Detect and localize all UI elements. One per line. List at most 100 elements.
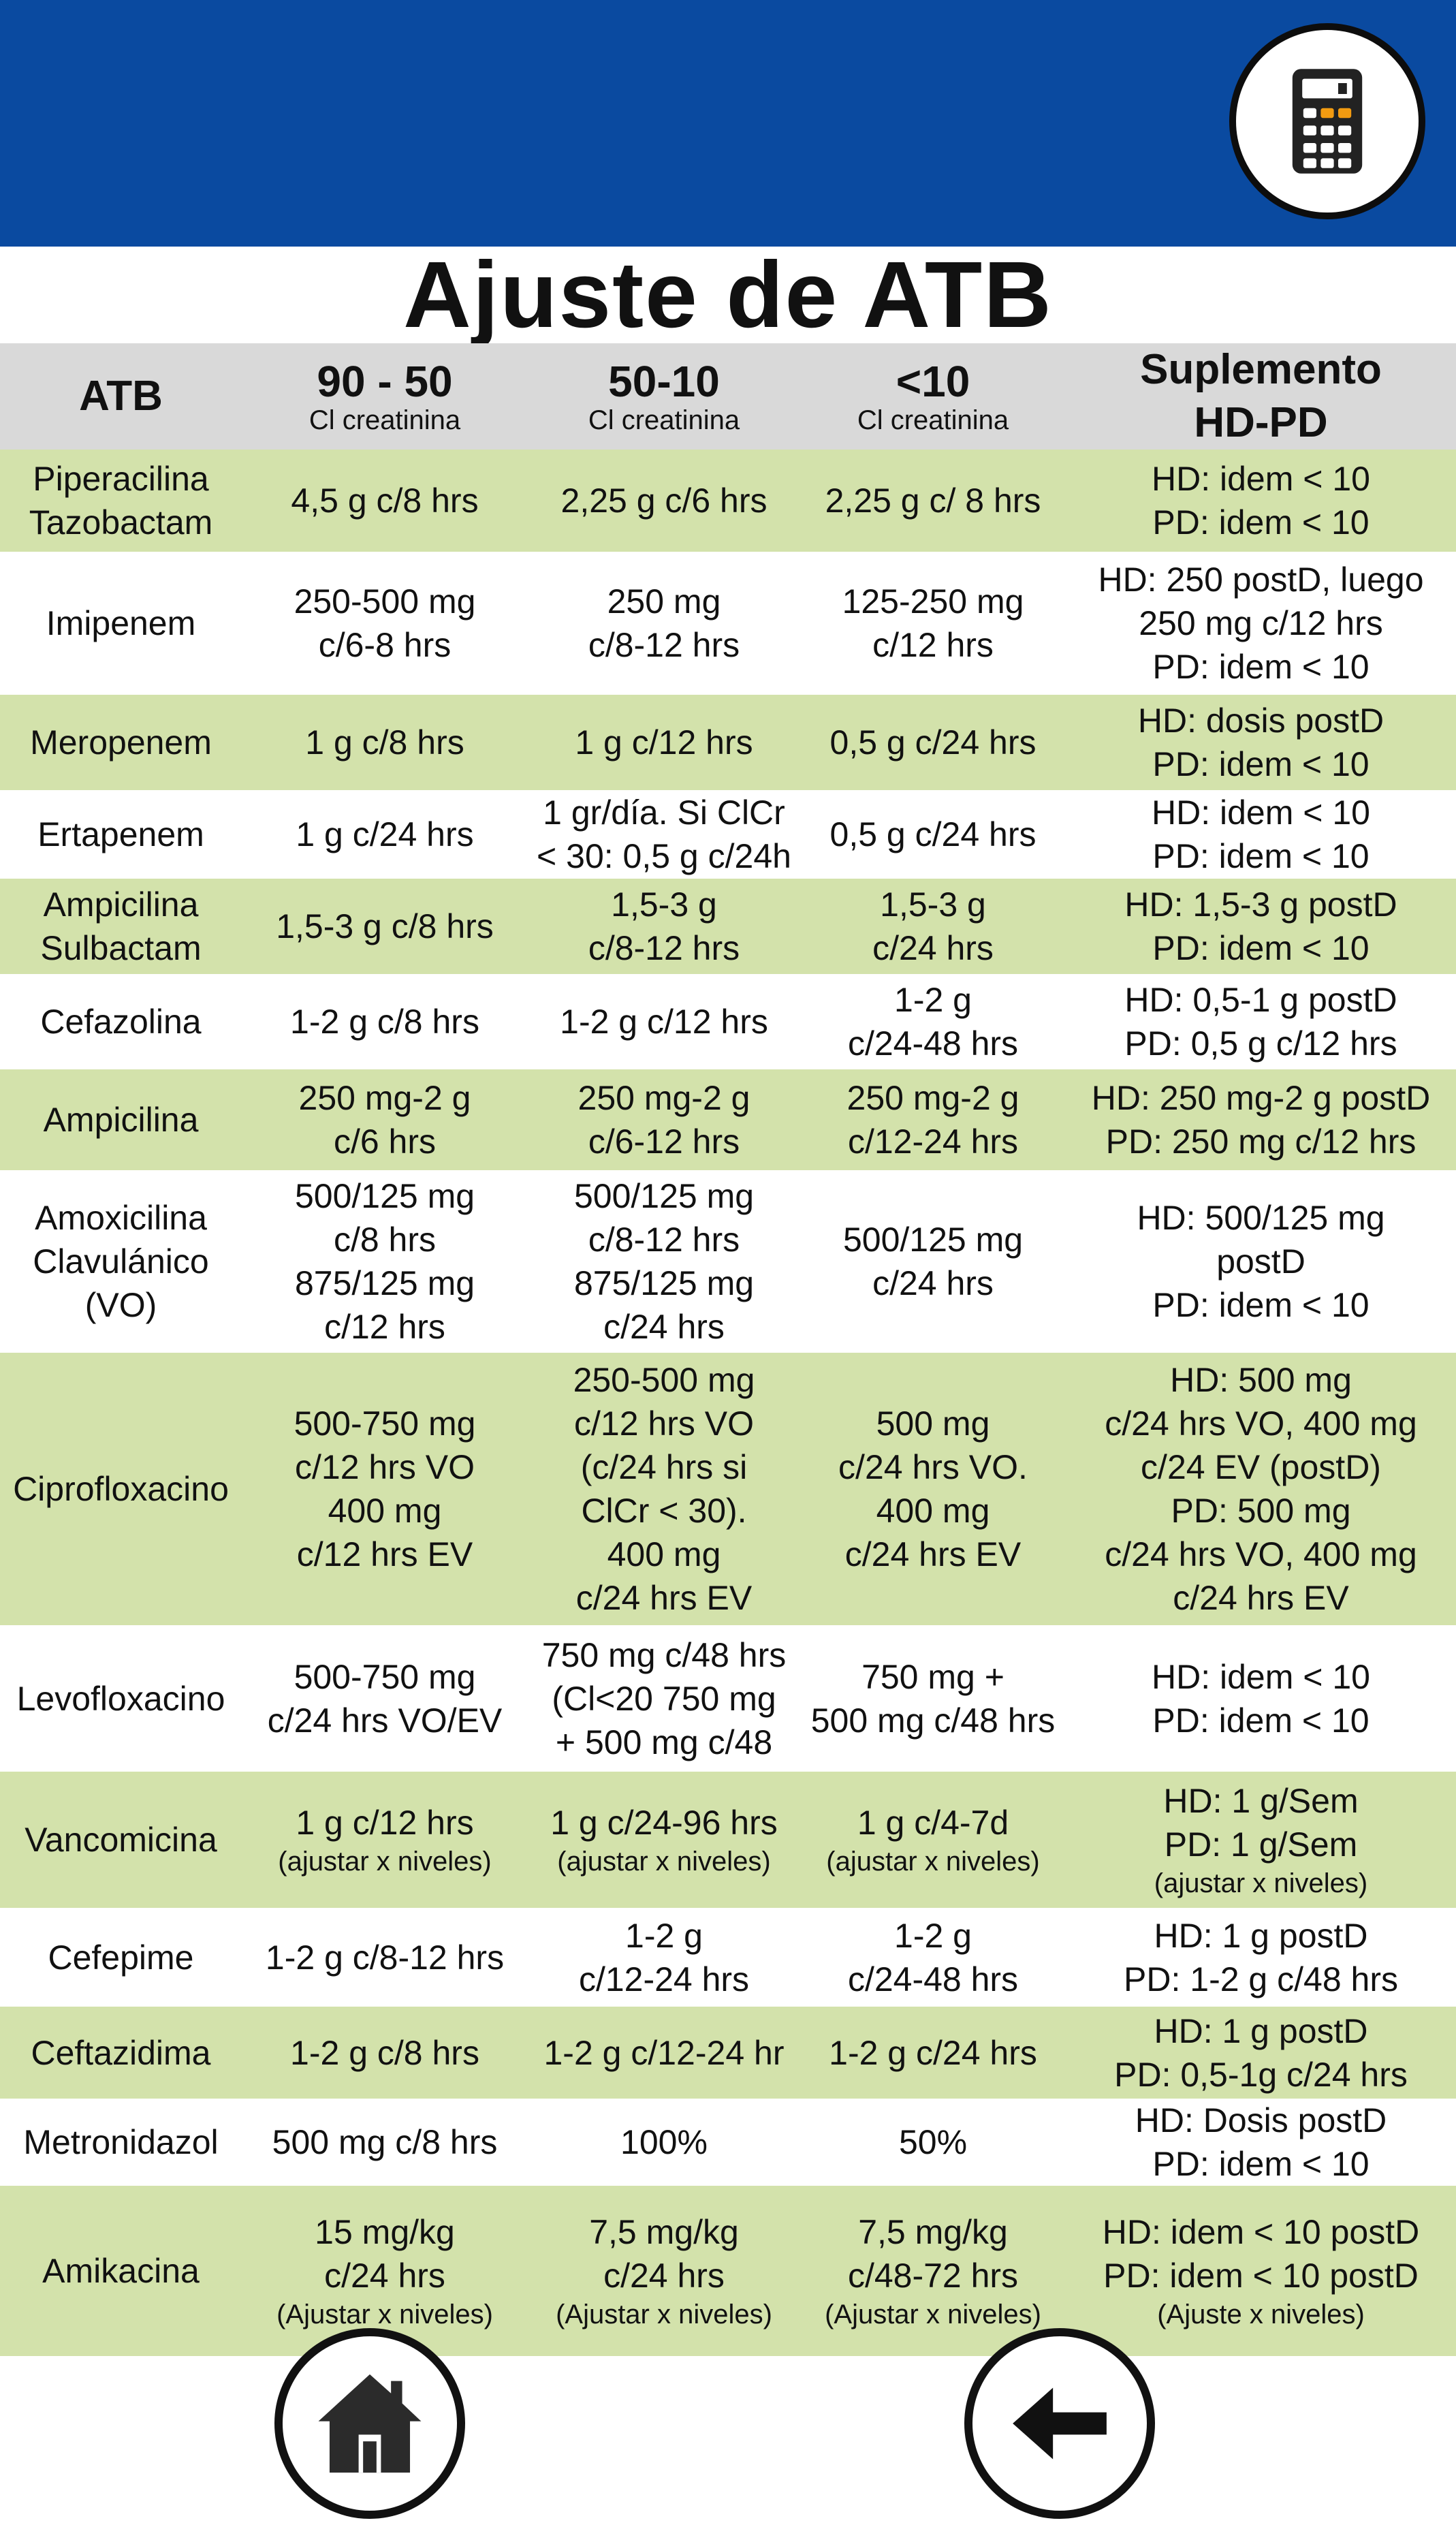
cell-line: c/12 hrs (872, 626, 994, 664)
dose-cell-90-50: 4,5 g c/8 hrs (242, 450, 528, 552)
dose-cell-90-50: 500/125 mg c/8 hrs 875/125 mg c/12 hrs (242, 1170, 528, 1353)
cell-line: 1 g c/4-7d (857, 1804, 1009, 1842)
cell-line: PD: idem < 10 (1152, 745, 1370, 783)
back-button[interactable] (964, 2328, 1155, 2519)
cell-line: c/12-24 hrs (847, 1123, 1019, 1161)
cell-line: (VO) (84, 1286, 157, 1324)
supplement-cell: HD: 1 g postD PD: 1-2 g c/48 hrs (1066, 1908, 1456, 2007)
drug-name-cell: Metronidazol (0, 2099, 242, 2186)
cell-line: 1 g c/24-96 hrs (550, 1804, 778, 1842)
header-sub: Cl creatinina (857, 405, 1009, 435)
supplement-cell: HD: 500/125 mg postD PD: idem < 10 (1066, 1170, 1456, 1353)
cell-line: c/8 hrs (333, 1221, 437, 1259)
cell-line: PD: idem < 10 (1152, 1286, 1370, 1324)
supplement-cell: HD: 1 g postD PD: 0,5-1g c/24 hrs (1066, 2007, 1456, 2099)
cell-line: Levofloxacino (16, 1679, 225, 1718)
cell-line: HD: 1 g postD (1154, 2011, 1368, 2050)
cell-line: < 30: 0,5 g c/24h (537, 837, 791, 875)
cell-line: Metronidazol (23, 2123, 219, 2161)
cell-line: + 500 mg c/48 (555, 1723, 773, 1761)
cell-line: Amoxicilina (35, 1199, 207, 1237)
dose-cell-lt-10: 1-2 g c/24-48 hrs (800, 1908, 1066, 2007)
cell-line: HD: Dosis postD (1135, 2101, 1387, 2139)
cell-line: HD: idem < 10 (1152, 460, 1370, 498)
cell-line: HD: idem < 10 (1152, 794, 1370, 832)
home-button[interactable] (274, 2328, 465, 2519)
cell-note: (Ajustar x niveles) (825, 2300, 1041, 2329)
cell-line: 250 mg-2 g (298, 1079, 471, 1117)
cell-line: c/24 hrs VO, 400 mg (1105, 1405, 1417, 1443)
cell-line: 250-500 mg (294, 582, 476, 621)
cell-line: 400 mg (607, 1535, 721, 1573)
cell-line: HD: 250 postD, luego (1098, 561, 1424, 599)
cell-line: 2,25 g c/ 8 hrs (825, 482, 1041, 520)
dose-cell-90-50: 1,5-3 g c/8 hrs (242, 879, 528, 974)
dose-cell-90-50: 15 mg/kg c/24 hrs (Ajustar x niveles) (242, 2186, 528, 2356)
supplement-cell: HD: idem < 10 PD: idem < 10 (1066, 790, 1456, 879)
cell-line: c/12 hrs VO (574, 1405, 754, 1443)
cell-line: 1-2 g (625, 1916, 703, 1955)
dose-cell-lt-10: 1 g c/4-7d (ajustar x niveles) (800, 1772, 1066, 1908)
cell-line: c/24 hrs (603, 1308, 725, 1346)
cell-line: c/6 hrs (333, 1123, 437, 1161)
cell-line: 750 mg c/48 hrs (541, 1635, 787, 1674)
cell-line: Ciprofloxacino (13, 1470, 229, 1508)
cell-line: c/8-12 hrs (588, 929, 740, 967)
supplement-cell: HD: 500 mg c/24 hrs VO, 400 mg c/24 EV (po… (1066, 1353, 1456, 1625)
calculator-button[interactable] (1229, 23, 1425, 219)
dose-cell-90-50: 500 mg c/8 hrs (242, 2099, 528, 2186)
supplement-cell: HD: 1 g/Sem PD: 1 g/Sem (ajustar x niveles… (1066, 1772, 1456, 1908)
cell-line: 1 g c/12 hrs (296, 1804, 474, 1842)
table-body: Piperacilina Tazobactam 4,5 g c/8 hrs 2,25 … (0, 450, 1456, 2356)
header-atb: ATB (79, 373, 163, 420)
cell-line: c/48-72 hrs (847, 2257, 1019, 2295)
dose-cell-lt-10: 250 mg-2 g c/12-24 hrs (800, 1069, 1066, 1170)
cell-line: 500 mg c/8 hrs (272, 2123, 498, 2161)
table-row: Metronidazol 500 mg c/8 hrs 100% 50% HD: Dos… (0, 2099, 1456, 2186)
dose-cell-50-10: 1 g c/12 hrs (528, 695, 800, 790)
table-row: Meropenem 1 g c/8 hrs 1 g c/12 hrs 0,5 g c/… (0, 695, 1456, 790)
cell-line: Sulbactam (40, 929, 202, 967)
dose-cell-90-50: 500-750 mg c/12 hrs VO 400 mg c/12 hrs EV (242, 1353, 528, 1625)
dose-cell-lt-10: 1-2 g c/24-48 hrs (800, 974, 1066, 1069)
cell-note: (Ajuste x niveles) (1157, 2300, 1365, 2329)
cell-line: 250 mg-2 g (846, 1079, 1019, 1117)
cell-line: 500/125 mg (573, 1177, 755, 1215)
supplement-cell: HD: 250 postD, luego 250 mg c/12 hrs PD: i… (1066, 552, 1456, 695)
dose-cell-90-50: 500-750 mg c/24 hrs VO/EV (242, 1625, 528, 1772)
cell-line: c/24 hrs VO, 400 mg (1105, 1535, 1417, 1573)
cell-line: 1 g c/12 hrs (575, 723, 753, 762)
cell-line: PD: idem < 10 postD (1103, 2257, 1419, 2295)
dose-cell-50-10: 7,5 mg/kg c/24 hrs (Ajustar x niveles) (528, 2186, 800, 2356)
dose-cell-90-50: 1 g c/12 hrs (ajustar x niveles) (242, 1772, 528, 1908)
header-bar (0, 0, 1456, 247)
header-col-90-50: 90 - 50 Cl creatinina (242, 343, 528, 450)
cell-line: c/12 hrs (324, 1308, 445, 1346)
cell-line: c/6-8 hrs (318, 626, 452, 664)
cell-line: 15 mg/kg (315, 2213, 455, 2251)
cell-line: HD: dosis postD (1137, 702, 1384, 740)
cell-line: 1,5-3 g (611, 885, 717, 924)
header-sub: Cl creatinina (588, 405, 740, 435)
drug-name-cell: Vancomicina (0, 1772, 242, 1908)
cell-line: postD (1216, 1242, 1305, 1281)
drug-name-cell: Ciprofloxacino (0, 1353, 242, 1625)
dose-cell-50-10: 250-500 mg c/12 hrs VO (c/24 hrs si ClCr < … (528, 1353, 800, 1625)
cell-line: HD: 500/125 mg (1137, 1199, 1385, 1237)
cell-line: 1,5-3 g c/8 hrs (276, 907, 494, 945)
cell-line: HD: idem < 10 postD (1102, 2213, 1420, 2251)
cell-line: 1 g c/8 hrs (305, 723, 464, 762)
cell-line: 250 mg (607, 582, 721, 621)
cell-line: 500-750 mg (294, 1657, 476, 1696)
table-row: Levofloxacino 500-750 mg c/24 hrs VO/EV 750… (0, 1625, 1456, 1772)
cell-line: 1-2 g c/12-24 hr (543, 2033, 785, 2072)
drug-name-cell: Imipenem (0, 552, 242, 695)
dose-cell-lt-10: 500 mg c/24 hrs VO. 400 mg c/24 hrs EV (800, 1353, 1066, 1625)
header-supplement-sub: HD-PD (1194, 399, 1328, 446)
cell-line: 1-2 g c/8 hrs (290, 1003, 479, 1041)
cell-note: (ajustar x niveles) (278, 1847, 492, 1877)
cell-line: 500 mg c/48 hrs (810, 1701, 1056, 1740)
table-row: Ciprofloxacino 500-750 mg c/12 hrs VO 400 m… (0, 1353, 1456, 1625)
dose-cell-50-10: 2,25 g c/6 hrs (528, 450, 800, 552)
cell-line: c/12 hrs EV (296, 1535, 473, 1573)
